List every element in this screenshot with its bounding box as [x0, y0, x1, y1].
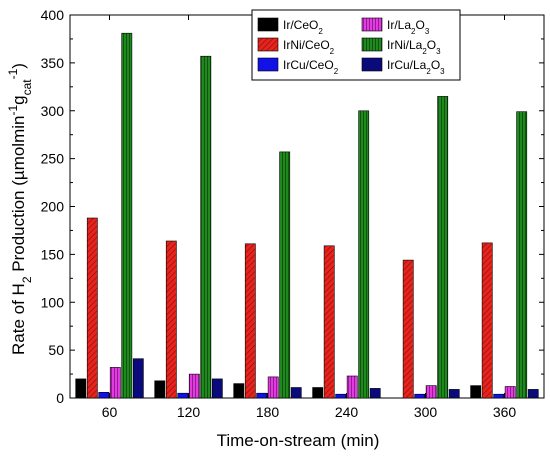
legend-label-ir-la2o3: Ir/La2O3: [387, 18, 430, 36]
x-tick-label: 360: [493, 404, 517, 420]
bar-ircu-ceo2-360: [493, 393, 505, 399]
bar-irni-ceo2-60: [86, 217, 98, 399]
bar-ircu-la2o3-360: [527, 389, 539, 399]
bar-ir-la2o3-180: [267, 376, 279, 399]
legend-label-ircu-ceo2: IrCu/CeO2: [283, 58, 339, 76]
y-tick-label: 300: [41, 103, 65, 119]
bar-ircu-la2o3-60: [132, 358, 144, 399]
x-tick-label: 60: [102, 404, 118, 420]
bar-irni-la2o3-240: [358, 110, 370, 399]
bar-irni-la2o3-360: [516, 111, 528, 399]
y-tick-label: 50: [48, 342, 64, 358]
bar-ircu-ceo2-300: [414, 393, 426, 399]
y-tick-label: 100: [41, 294, 65, 310]
x-axis: 60 120 180 240 300 360: [102, 15, 517, 420]
bar-irni-la2o3-120: [200, 55, 212, 399]
legend-label-irni-ceo2: IrNi/CeO2: [283, 38, 335, 56]
x-tick-label: 240: [335, 404, 359, 420]
x-tick-label: 300: [414, 404, 438, 420]
bar-ir-ceo2-180: [233, 383, 245, 399]
y-tick-label: 0: [56, 390, 64, 406]
bar-irni-ceo2-240: [323, 245, 335, 399]
bar-ircu-ceo2-240: [335, 393, 347, 399]
bar-irni-la2o3-180: [279, 151, 291, 399]
legend-swatch-ircu-la2o3: [361, 57, 383, 72]
legend-label-ircu-la2o3: IrCu/La2O3: [387, 58, 445, 76]
y-tick-label: 150: [41, 246, 65, 262]
bar-irni-la2o3-60: [121, 32, 133, 399]
bar-ir-ceo2-240: [312, 387, 324, 399]
bar-irni-ceo2-180: [244, 243, 256, 399]
y-tick-label: 400: [41, 7, 65, 23]
legend-swatch-ir-ceo2: [257, 17, 279, 32]
bar-ir-la2o3-60: [109, 367, 121, 399]
bar-ircu-ceo2-120: [177, 392, 189, 399]
bar-irni-ceo2-360: [481, 242, 493, 399]
bar-ir-ceo2-60: [75, 378, 87, 399]
bar-irni-ceo2-120: [165, 240, 177, 399]
bar-ircu-la2o3-240: [369, 388, 381, 399]
x-tick-label: 180: [256, 404, 280, 420]
legend-swatch-irni-la2o3: [361, 37, 383, 52]
legend-label-ir-ceo2: Ir/CeO2: [283, 18, 323, 36]
bar-ircu-la2o3-120: [211, 378, 223, 399]
x-tick-label: 120: [177, 404, 201, 420]
bar-ircu-ceo2-60: [98, 391, 110, 399]
bar-ircu-la2o3-180: [290, 387, 302, 399]
bar-ir-la2o3-240: [346, 375, 358, 399]
bar-ir-la2o3-360: [504, 386, 516, 399]
bar-ir-ceo2-120: [154, 380, 166, 399]
bar-ircu-ceo2-180: [256, 392, 268, 399]
y-axis: 0 50 100 150 200 250 300 350 400: [41, 7, 544, 406]
y-tick-label: 350: [41, 55, 65, 71]
legend-label-irni-la2o3: IrNi/La2O3: [387, 38, 441, 56]
x-axis-title: Time-on-stream (min): [217, 431, 380, 450]
bar-ir-la2o3-120: [188, 373, 200, 399]
legend-swatch-irni-ceo2: [257, 37, 279, 52]
bar-ir-la2o3-300: [425, 385, 437, 399]
bar-irni-la2o3-300: [437, 96, 449, 399]
legend-box: [251, 9, 461, 81]
y-tick-label: 200: [41, 199, 65, 215]
legend: Ir/CeO2 IrNi/CeO2 IrCu/CeO2 Ir/La2O3 IrNi/La…: [251, 9, 461, 81]
y-axis-title: Rate of H2 Production (µmolmin-1gcat-1): [6, 63, 34, 355]
bars: [75, 32, 539, 399]
bar-ir-ceo2-360: [470, 385, 482, 399]
bar-ircu-la2o3-300: [448, 389, 460, 399]
legend-swatch-ircu-ceo2: [257, 57, 279, 72]
y-tick-label: 250: [41, 151, 65, 167]
bar-irni-ceo2-300: [402, 259, 414, 399]
legend-swatch-ir-la2o3: [361, 17, 383, 32]
